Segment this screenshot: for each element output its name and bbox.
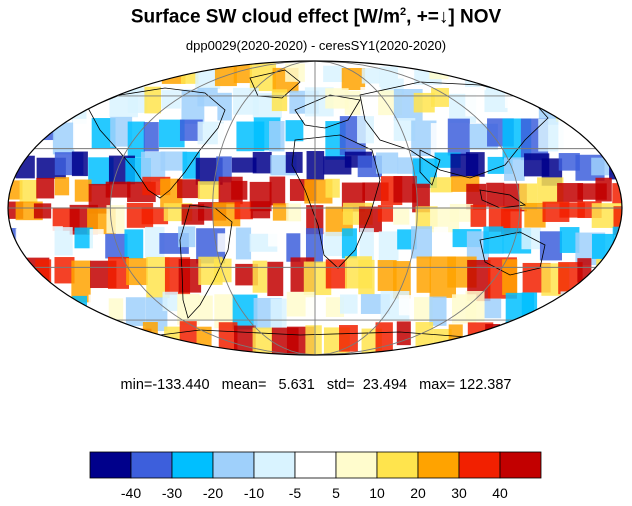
colorbar-tick-label: 5 <box>332 485 340 501</box>
colorbar-tick-label: -40 <box>121 485 141 501</box>
colorbar-tick-label: 40 <box>492 485 508 501</box>
colorbar-tick-label: 20 <box>410 485 426 501</box>
map-border <box>7 60 623 356</box>
mollweide-map <box>7 60 623 356</box>
colorbar-box <box>499 451 542 479</box>
colorbar-box <box>458 451 501 479</box>
colorbar-box <box>335 451 378 479</box>
colorbar-tick-label: -10 <box>244 485 264 501</box>
colorbar-box <box>130 451 173 479</box>
colorbar-box <box>253 451 296 479</box>
colorbar-box <box>212 451 255 479</box>
colorbar-tick-label: -30 <box>162 485 182 501</box>
colorbar-box <box>376 451 419 479</box>
colorbar-box <box>294 451 337 479</box>
colorbar-tick-label: 30 <box>451 485 467 501</box>
colorbar-labels: -40 -30 -20 -10 -5 5 10 20 30 40 <box>121 485 508 501</box>
map-subtitle: dpp0029(2020-2020) - ceresSY1(2020-2020) <box>185 38 447 53</box>
colorbar-tick-label: 10 <box>369 485 385 501</box>
colorbar-box <box>89 451 132 479</box>
graticule <box>8 61 622 355</box>
field-statistics: min=-133.440 mean= 5.631 std= 23.494 max… <box>120 377 512 393</box>
colorbar-tick-label: -5 <box>289 485 302 501</box>
map-title: Surface SW cloud effect [W/m2, +=↓] NOV <box>130 6 502 28</box>
colorbar-boxes <box>89 451 542 479</box>
colorbar-tick-label: -20 <box>203 485 223 501</box>
colorbar-box <box>171 451 214 479</box>
colorbar-box <box>417 451 460 479</box>
